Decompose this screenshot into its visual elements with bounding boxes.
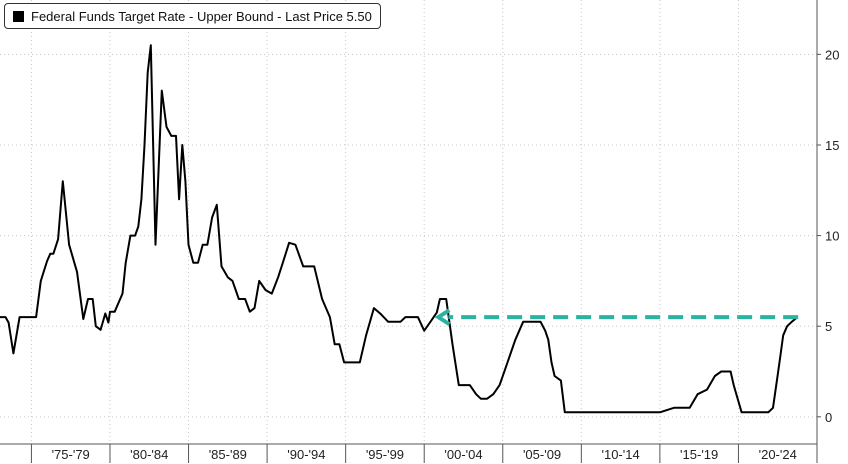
x-tick-label: '90-'94 <box>287 447 325 462</box>
x-axis-tick-labels: '75-'79 '80-'84 '85-'89 '90-'94 '95-'99 '00-'… <box>52 447 797 462</box>
x-tick-label: '20-'24 <box>759 447 797 462</box>
x-tick-label: '10-'14 <box>601 447 639 462</box>
series-line <box>0 44 799 414</box>
arrow-head-icon <box>434 308 451 326</box>
gridlines <box>0 0 817 444</box>
y-tick-label: 0 <box>825 410 832 425</box>
legend-label: Federal Funds Target Rate - Upper Bound … <box>31 8 372 24</box>
axes <box>0 0 821 463</box>
x-tick-label: '95-'99 <box>366 447 404 462</box>
legend-swatch <box>13 10 24 22</box>
y-tick-label: 15 <box>825 138 839 153</box>
legend: Federal Funds Target Rate - Upper Bound … <box>4 3 381 29</box>
x-tick-label: '05-'09 <box>523 447 561 462</box>
y-tick-label: 5 <box>825 319 832 334</box>
x-tick-label: '00-'04 <box>444 447 482 462</box>
series-layer <box>0 44 799 414</box>
x-tick-label: '15-'19 <box>680 447 718 462</box>
y-axis-tick-labels: 0 5 10 15 20 <box>825 47 839 424</box>
y-tick-label: 10 <box>825 229 839 244</box>
annotation-layer <box>434 308 799 326</box>
x-tick-label: '85-'89 <box>209 447 247 462</box>
y-tick-label: 20 <box>825 47 839 62</box>
x-tick-label: '80-'84 <box>130 447 168 462</box>
x-tick-label: '75-'79 <box>52 447 90 462</box>
